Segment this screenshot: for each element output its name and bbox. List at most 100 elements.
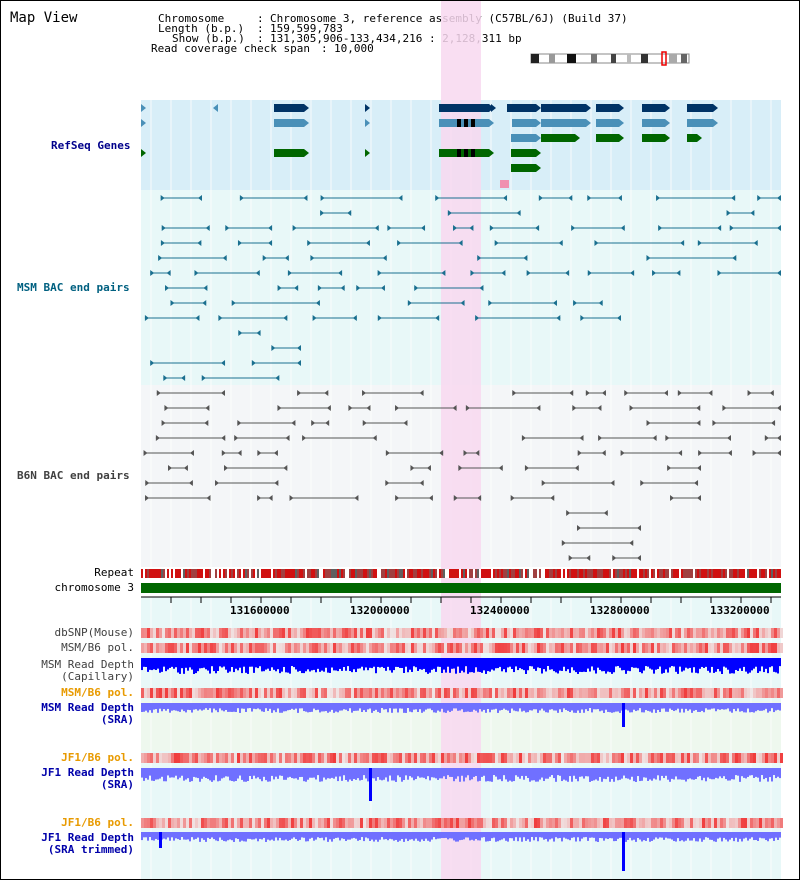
- depth-bar: [673, 658, 675, 667]
- depth-bar: [253, 832, 255, 840]
- depth-bar: [423, 768, 425, 778]
- depth-bar: [175, 658, 177, 668]
- depth-bar: [373, 768, 375, 779]
- depth-bar: [191, 703, 193, 713]
- heat-cell: [147, 643, 150, 653]
- heat-cell: [582, 688, 585, 698]
- heat-cell: [540, 628, 543, 638]
- heat-cell: [726, 688, 729, 698]
- depth-bar: [223, 768, 225, 778]
- repeat-mark: [705, 569, 707, 578]
- heat-cell: [255, 753, 258, 763]
- heat-cell: [363, 818, 366, 828]
- repeat-mark: [605, 569, 607, 578]
- depth-bar: [397, 703, 399, 713]
- depth-bar: [563, 832, 565, 838]
- gene-arrow: [365, 119, 370, 127]
- depth-bar: [319, 832, 321, 839]
- depth-bar: [197, 658, 199, 672]
- heat-cell: [171, 643, 174, 653]
- heat-cell: [696, 818, 699, 828]
- repeat-mark: [425, 569, 427, 578]
- heat-cell: [528, 643, 531, 653]
- gene-block: [274, 104, 304, 112]
- depth-bar: [685, 703, 687, 709]
- depth-bar: [769, 832, 771, 839]
- heat-cell: [534, 753, 537, 763]
- heat-cell: [657, 753, 660, 763]
- depth-bar: [339, 832, 341, 841]
- depth-bar: [219, 703, 221, 709]
- axis-tick-label: 132400000: [470, 604, 530, 617]
- depth-bar: [527, 832, 529, 840]
- depth-bar: [375, 832, 377, 840]
- heat-cell: [453, 643, 456, 653]
- heat-cell: [303, 688, 306, 698]
- bac-end-arrow: [612, 555, 617, 561]
- depth-bar: [473, 832, 475, 841]
- heat-cell: [513, 688, 516, 698]
- heat-cell: [381, 628, 384, 638]
- depth-bar: [241, 658, 243, 674]
- depth-bar: [411, 768, 413, 778]
- repeat-mark: [711, 569, 713, 578]
- heat-cell: [162, 688, 165, 698]
- heat-cell: [540, 818, 543, 828]
- depth-bar: [763, 832, 765, 839]
- heat-cell: [636, 688, 639, 698]
- exon-mark: [457, 149, 461, 157]
- bac-end-arrow: [324, 390, 329, 396]
- heat-cell: [558, 688, 561, 698]
- depth-bar: [413, 832, 415, 841]
- repeat-mark: [197, 569, 199, 578]
- depth-bar: [653, 768, 655, 779]
- depth-bar: [211, 832, 213, 838]
- exon-mark: [464, 149, 468, 157]
- heat-cell: [585, 628, 588, 638]
- heat-cell: [234, 753, 237, 763]
- depth-bar: [471, 703, 473, 712]
- depth-bar: [563, 703, 565, 709]
- depth-bar: [439, 703, 441, 712]
- repeat-mark: [719, 569, 721, 578]
- depth-bar: [645, 832, 647, 841]
- depth-bar: [425, 703, 427, 710]
- heat-cell: [174, 628, 177, 638]
- depth-bar: [553, 832, 555, 842]
- heat-cell: [387, 688, 390, 698]
- depth-bar: [387, 658, 389, 667]
- depth-bar: [631, 703, 633, 713]
- depth-bar: [239, 703, 241, 713]
- depth-bar: [513, 768, 515, 782]
- bac-end-arrow: [315, 300, 320, 306]
- depth-bar: [311, 703, 313, 712]
- refseq-genes-label: RefSeq Genes: [51, 139, 131, 152]
- depth-bar: [667, 832, 669, 839]
- heat-cell: [177, 688, 180, 698]
- depth-bar: [201, 703, 203, 711]
- depth-bar: [739, 768, 741, 782]
- heat-cell: [576, 753, 579, 763]
- heat-cell: [513, 753, 516, 763]
- bac-end-arrow: [696, 420, 701, 426]
- depth-bar: [251, 703, 253, 712]
- depth-bar: [609, 703, 611, 713]
- depth-bar: [757, 832, 759, 842]
- depth-bar: [461, 703, 463, 710]
- bac-end-arrow: [670, 495, 675, 501]
- depth-bar: [535, 832, 537, 838]
- heat-cell: [147, 688, 150, 698]
- depth-bar: [521, 703, 523, 712]
- heat-cell: [531, 643, 534, 653]
- gene-block: [596, 134, 619, 142]
- depth-bar: [485, 768, 487, 782]
- repeat-mark: [655, 569, 657, 578]
- heat-cell: [498, 643, 501, 653]
- depth-bar: [407, 703, 409, 709]
- depth-bar: [751, 832, 753, 838]
- heat-cell: [564, 643, 567, 653]
- depth-bar: [427, 658, 429, 674]
- repeat-mark: [649, 569, 651, 578]
- info-colon-2: :: [257, 22, 264, 35]
- gene-arrow: [536, 119, 541, 127]
